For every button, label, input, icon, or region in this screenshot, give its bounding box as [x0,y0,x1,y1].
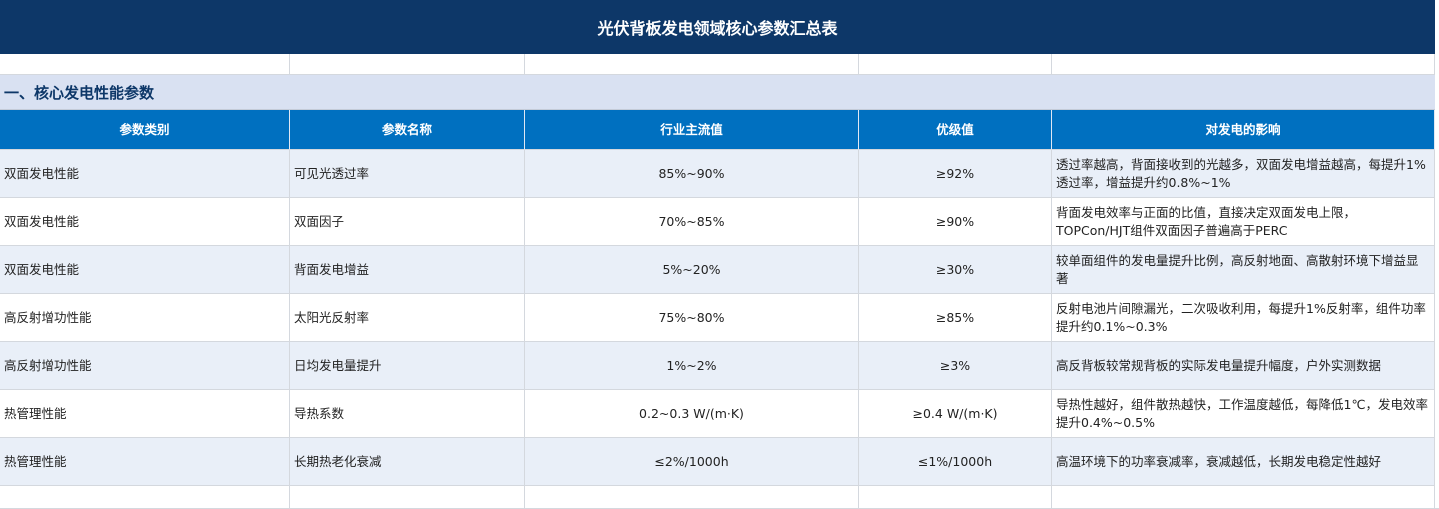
empty-cell [525,54,859,75]
empty-cell [859,486,1052,509]
table-cell: 0.2~0.3 W/(m·K) [525,390,859,438]
table-cell: 导热系数 [290,390,525,438]
empty-cell [290,54,525,75]
table-cell: 高反射增功性能 [0,294,290,342]
empty-cell [1435,0,1439,509]
table-cell: 1%~2% [525,342,859,390]
table-cell: ≥0.4 W/(m·K) [859,390,1052,438]
table-cell: 75%~80% [525,294,859,342]
table-cell: ≥90% [859,198,1052,246]
table-cell: ≥3% [859,342,1052,390]
table-cell: 70%~85% [525,198,859,246]
table-cell: 双面发电性能 [0,150,290,198]
table-cell: 85%~90% [525,150,859,198]
empty-cell [290,486,525,509]
table-cell: 透过率越高，背面接收到的光越多，双面发电增益越高，每提升1%透过率，增益提升约0… [1052,150,1435,198]
column-header: 参数类别 [0,110,290,150]
table-cell: 热管理性能 [0,390,290,438]
empty-cell [0,54,290,75]
sheet-title: 光伏背板发电领域核心参数汇总表 [0,0,1435,54]
empty-cell [525,486,859,509]
table-cell: ≥92% [859,150,1052,198]
table-cell: 双面发电性能 [0,198,290,246]
column-header: 参数名称 [290,110,525,150]
table-cell: 日均发电量提升 [290,342,525,390]
empty-cell [1052,486,1435,509]
table-cell: 较单面组件的发电量提升比例，高反射地面、高散射环境下增益显著 [1052,246,1435,294]
section-header: 一、核心发电性能参数 [0,75,1435,110]
table-cell: 导热性越好，组件散热越快，工作温度越低，每降低1℃，发电效率提升0.4%~0.5… [1052,390,1435,438]
table-cell: 热管理性能 [0,438,290,486]
table-cell: 背面发电效率与正面的比值，直接决定双面发电上限，TOPCon/HJT组件双面因子… [1052,198,1435,246]
table-cell: 背面发电增益 [290,246,525,294]
table-cell: 可见光透过率 [290,150,525,198]
table-cell: ≤2%/1000h [525,438,859,486]
table-cell: ≥85% [859,294,1052,342]
column-header: 优级值 [859,110,1052,150]
column-header: 行业主流值 [525,110,859,150]
empty-cell [859,54,1052,75]
table-cell: 太阳光反射率 [290,294,525,342]
table-cell: 5%~20% [525,246,859,294]
table-cell: 双面发电性能 [0,246,290,294]
table-cell: 高反背板较常规背板的实际发电量提升幅度，户外实测数据 [1052,342,1435,390]
table-cell: 高温环境下的功率衰减率，衰减越低，长期发电稳定性越好 [1052,438,1435,486]
table-cell: ≥30% [859,246,1052,294]
column-header: 对发电的影响 [1052,110,1435,150]
table-cell: 长期热老化衰减 [290,438,525,486]
table-cell: 反射电池片间隙漏光，二次吸收利用，每提升1%反射率，组件功率提升约0.1%~0.… [1052,294,1435,342]
empty-cell [0,486,290,509]
empty-cell [1052,54,1435,75]
table-cell: ≤1%/1000h [859,438,1052,486]
table-cell: 双面因子 [290,198,525,246]
table-cell: 高反射增功性能 [0,342,290,390]
